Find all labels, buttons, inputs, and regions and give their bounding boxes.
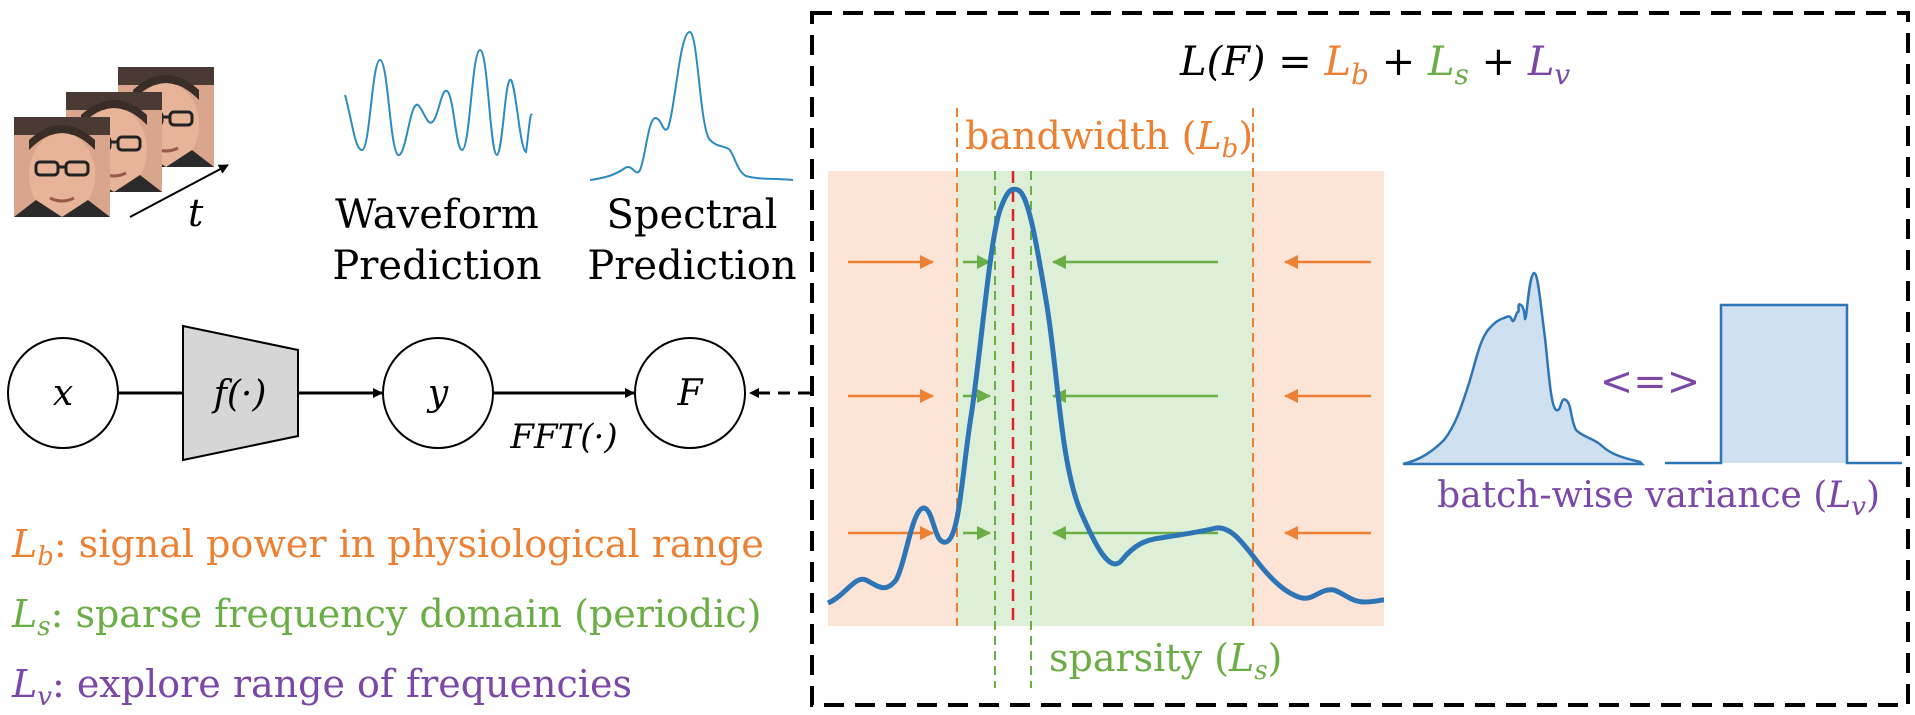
variance-label: batch-wise variance (Lv) bbox=[1437, 475, 1880, 522]
spectral-label-line1: Spectral bbox=[607, 192, 778, 238]
time-label: t bbox=[188, 191, 204, 235]
waveform-label-line2: Prediction bbox=[332, 243, 541, 289]
legend-lb: Lb: signal power in physiological range bbox=[11, 522, 764, 572]
legend-ls: Ls: sparse frequency domain (periodic) bbox=[11, 592, 762, 642]
batch-spectrum-area bbox=[1402, 271, 1646, 466]
legend-lv: Lv: explore range of frequencies bbox=[11, 662, 632, 710]
loss-equation: L(F) = Lb + Ls + Lv bbox=[1179, 39, 1570, 91]
equivalence-symbol: <=> bbox=[1600, 359, 1701, 405]
model-node-label: f(·) bbox=[211, 374, 267, 415]
spectrum-node bbox=[634, 337, 746, 449]
time-arrow bbox=[129, 164, 229, 218]
spectral-curve bbox=[589, 30, 794, 181]
uniform-distribution bbox=[1665, 303, 1902, 465]
spectrum-panel: bandwidth (Lb) sparsity (Ls) bbox=[826, 108, 1385, 688]
pipeline: x f(·) y FFT(·) F bbox=[7, 324, 810, 462]
waveform-label-line1: Waveform bbox=[335, 192, 539, 238]
power-spectrum-curve bbox=[826, 186, 1385, 606]
spectrum-node-label: F bbox=[677, 373, 705, 414]
output-node-label: y bbox=[426, 373, 449, 414]
video-frames: t bbox=[14, 67, 229, 235]
sparsity-label: sparsity (Ls) bbox=[1049, 636, 1282, 686]
waveform-curve bbox=[344, 48, 533, 157]
prediction-thumbnails: Waveform Prediction Spectral Prediction bbox=[332, 30, 797, 289]
fft-label: FFT(·) bbox=[509, 417, 617, 457]
spectral-label-line2: Prediction bbox=[587, 243, 796, 289]
model-trapezoid bbox=[182, 324, 299, 462]
input-node-label: x bbox=[53, 373, 73, 414]
variance-illustration: <=> batch-wise variance (Lv) bbox=[1402, 271, 1902, 522]
in-band-region bbox=[957, 171, 1253, 626]
face-frame-1 bbox=[14, 117, 110, 217]
loss-legend: Lb: signal power in physiological range … bbox=[11, 522, 764, 712]
loss-panel-border bbox=[810, 11, 1910, 707]
bandwidth-label: bandwidth (Lb) bbox=[965, 114, 1253, 164]
